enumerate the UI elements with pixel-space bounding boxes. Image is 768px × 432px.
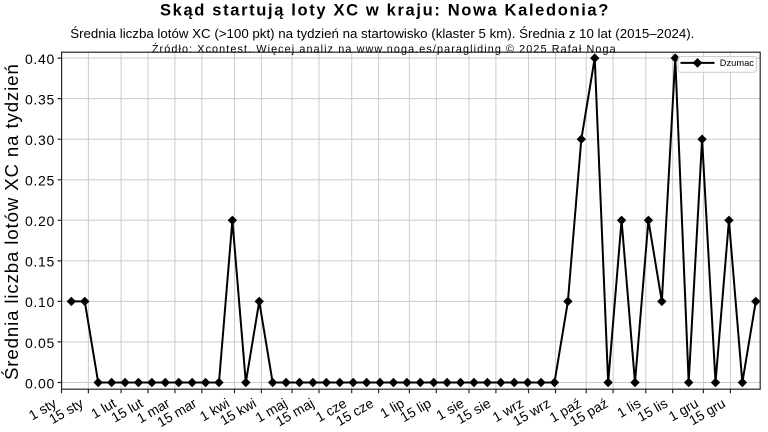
svg-text:Dzumac: Dzumac bbox=[720, 58, 754, 68]
svg-text:Źródło: Xcontest. Więcej anali: Źródło: Xcontest. Więcej analiz na www.n… bbox=[152, 42, 617, 55]
svg-text:0.05: 0.05 bbox=[25, 335, 55, 351]
svg-text:Średnia liczba lotów XC (>100: Średnia liczba lotów XC (>100 pkt) na ty… bbox=[70, 26, 694, 41]
svg-text:Średnia liczba lotów XC na tyd: Średnia liczba lotów XC na tydzień bbox=[1, 63, 22, 380]
svg-text:Skąd startują loty XC w kraju:: Skąd startują loty XC w kraju: Nowa Kale… bbox=[160, 1, 610, 19]
svg-text:0.10: 0.10 bbox=[25, 294, 55, 310]
svg-text:0.25: 0.25 bbox=[25, 173, 55, 189]
svg-text:0.40: 0.40 bbox=[25, 51, 55, 67]
svg-text:0.35: 0.35 bbox=[25, 91, 55, 107]
svg-text:0.20: 0.20 bbox=[25, 213, 55, 229]
svg-text:0.00: 0.00 bbox=[25, 375, 55, 391]
svg-text:0.30: 0.30 bbox=[25, 132, 55, 148]
svg-text:0.15: 0.15 bbox=[25, 254, 55, 270]
